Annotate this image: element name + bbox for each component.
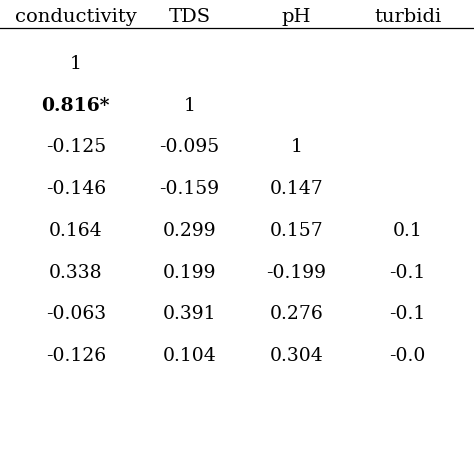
Text: -0.1: -0.1	[390, 264, 426, 282]
Text: 0.338: 0.338	[49, 264, 103, 282]
Text: 0.304: 0.304	[269, 347, 323, 365]
Text: 0.299: 0.299	[163, 222, 217, 240]
Text: TDS: TDS	[169, 8, 210, 26]
Text: -0.159: -0.159	[160, 180, 219, 198]
Text: -0.1: -0.1	[390, 305, 426, 323]
Text: 0.147: 0.147	[269, 180, 323, 198]
Text: -0.095: -0.095	[159, 138, 220, 156]
Text: -0.146: -0.146	[46, 180, 106, 198]
Text: 1: 1	[183, 97, 196, 115]
Text: 0.816*: 0.816*	[42, 97, 110, 115]
Text: 0.1: 0.1	[393, 222, 422, 240]
Text: 0.157: 0.157	[269, 222, 323, 240]
Text: -0.0: -0.0	[390, 347, 426, 365]
Text: 0.199: 0.199	[163, 264, 216, 282]
Text: -0.063: -0.063	[46, 305, 106, 323]
Text: 0.104: 0.104	[163, 347, 217, 365]
Text: conductivity: conductivity	[15, 8, 137, 26]
Text: 0.276: 0.276	[269, 305, 323, 323]
Text: turbidi: turbidi	[374, 8, 441, 26]
Text: pH: pH	[282, 8, 311, 26]
Text: 1: 1	[290, 138, 302, 156]
Text: 0.391: 0.391	[163, 305, 216, 323]
Text: -0.126: -0.126	[46, 347, 106, 365]
Text: 0.164: 0.164	[49, 222, 103, 240]
Text: -0.199: -0.199	[266, 264, 326, 282]
Text: -0.125: -0.125	[46, 138, 106, 156]
Text: 1: 1	[70, 55, 82, 73]
